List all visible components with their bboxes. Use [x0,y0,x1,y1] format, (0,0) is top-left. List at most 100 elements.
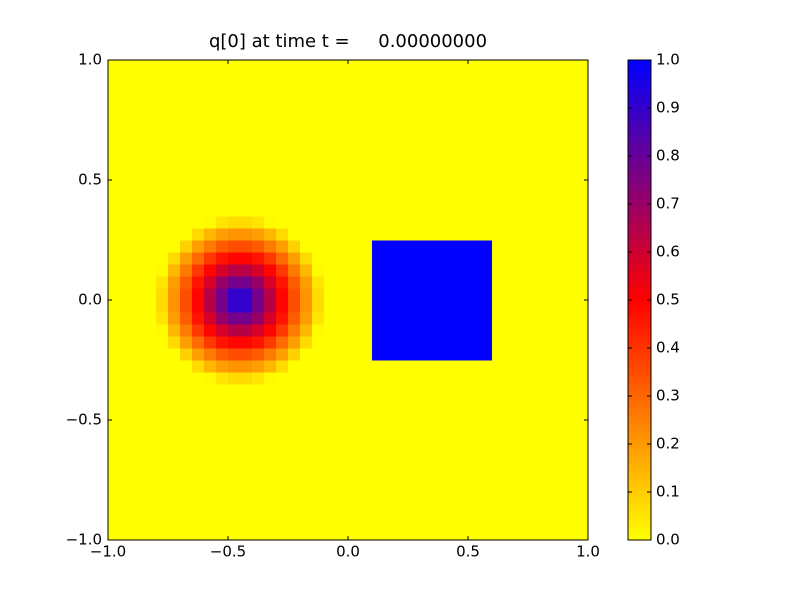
cell [420,156,433,169]
cell [120,252,133,265]
cell [348,264,361,277]
cell [252,492,265,505]
cell [300,180,313,193]
cell [504,516,517,529]
cell [264,432,277,445]
cell [336,432,349,445]
cell [456,336,469,349]
cell [336,372,349,385]
cell [288,456,301,469]
cell [156,228,169,241]
cell [156,132,169,145]
cell [468,312,481,325]
cell [168,216,181,229]
cell [396,264,409,277]
cell [312,264,325,277]
cell [420,480,433,493]
cell [180,480,193,493]
cell [348,480,361,493]
cell [516,84,529,97]
cell [336,480,349,493]
cell [132,444,145,457]
cell [384,180,397,193]
cell [240,324,253,337]
cell [480,216,493,229]
cell [384,288,397,301]
cell [516,312,529,325]
cell [348,300,361,313]
cell [240,84,253,97]
cell [324,372,337,385]
cell [216,168,229,181]
cell [576,504,589,517]
cell [312,372,325,385]
cell [504,288,517,301]
cell [492,384,505,397]
cell [444,528,457,541]
cell [540,84,553,97]
cell [108,60,121,73]
cell [456,180,469,193]
cell [492,516,505,529]
cell [252,360,265,373]
cell [396,252,409,265]
cell [336,312,349,325]
cell [324,60,337,73]
cell [552,444,565,457]
cell [528,420,541,433]
cell [348,276,361,289]
cell [288,288,301,301]
cell [372,312,385,325]
cell [396,336,409,349]
cell [240,108,253,121]
cell [372,396,385,409]
cell [132,216,145,229]
cell [144,204,157,217]
cell [408,504,421,517]
cell [360,396,373,409]
cell [516,348,529,361]
cell [576,360,589,373]
cell [480,180,493,193]
cell [504,180,517,193]
cell [468,528,481,541]
cell [396,420,409,433]
cell [192,444,205,457]
cell [552,192,565,205]
cell [144,264,157,277]
cell [528,192,541,205]
cell [276,180,289,193]
cell [516,408,529,421]
cell [396,108,409,121]
cell [132,144,145,157]
cell [300,96,313,109]
cell [204,504,217,517]
cell [528,504,541,517]
cell [276,336,289,349]
cell [132,396,145,409]
cell [372,528,385,541]
cell [360,288,373,301]
cell [540,276,553,289]
cell [372,456,385,469]
cell [228,60,241,73]
cell [480,492,493,505]
cell [288,204,301,217]
cell [132,516,145,529]
cell [456,204,469,217]
cell [348,504,361,517]
cell [276,420,289,433]
cell [108,432,121,445]
cell [348,192,361,205]
cell [492,72,505,85]
cell [276,348,289,361]
cell [564,300,577,313]
cell [528,120,541,133]
cell [564,456,577,469]
cell [168,192,181,205]
cell [444,180,457,193]
cell [552,408,565,421]
cell [540,228,553,241]
cell [576,168,589,181]
cell [372,420,385,433]
